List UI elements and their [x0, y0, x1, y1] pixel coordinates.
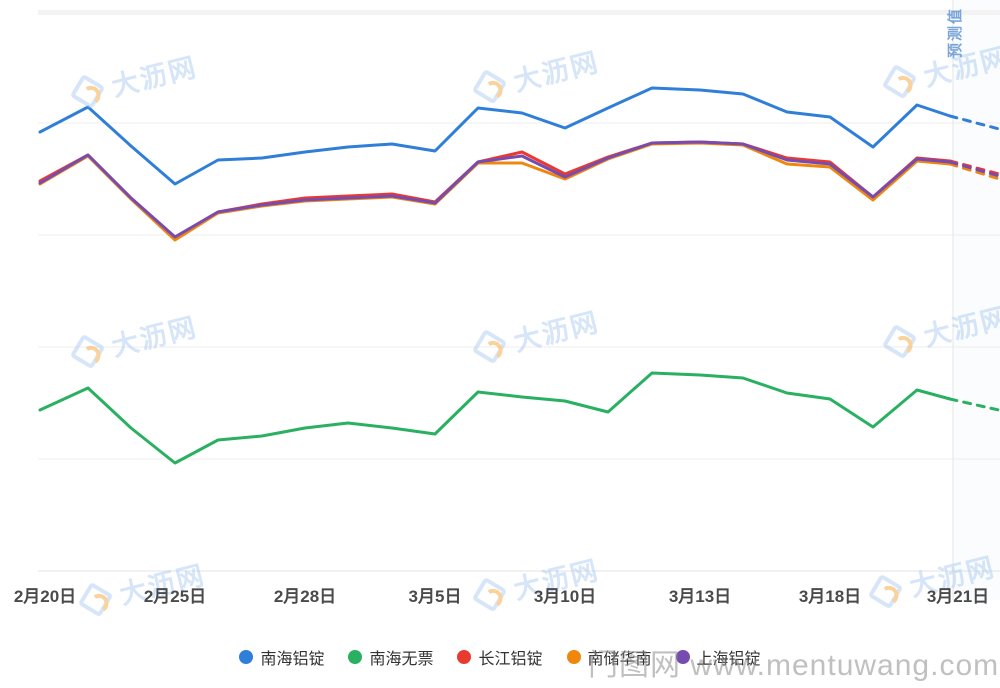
series-forecast-dash-0	[948, 114, 1000, 131]
x-axis-label: 2月20日	[13, 587, 77, 606]
gridline-band	[38, 10, 1000, 15]
legend-label: 上海铝锭	[696, 651, 761, 668]
series-forecast-dash-4	[948, 160, 1000, 178]
chart-canvas	[38, 0, 1000, 600]
legend-dot-icon	[566, 650, 581, 664]
chart-legend: 南海铝锭 南海无票 长江铝锭 南储华南 上海铝锭	[0, 645, 1000, 669]
series-forecast-dash-2	[948, 159, 1000, 176]
legend-item-nanhai-no-invoice[interactable]: 南海无票	[348, 645, 433, 669]
legend-dot-icon	[348, 650, 363, 664]
legend-dot-icon	[457, 650, 472, 664]
legend-item-changjiang-aluminum[interactable]: 长江铝锭	[457, 645, 543, 669]
x-axis-label: 2月25日	[143, 587, 207, 606]
legend-item-nanchu-huanan[interactable]: 南储华南	[566, 645, 652, 669]
x-axis-label: 3月21日	[926, 587, 990, 606]
mentuwang-watermark: 门图网 www.mentuwang.com	[588, 649, 1000, 682]
x-axis-label: 3月18日	[798, 587, 862, 606]
series-line-0	[38, 86, 952, 186]
prediction-label: 预测值	[947, 6, 964, 58]
series-line-2	[38, 140, 952, 239]
x-axis-label: 3月5日	[408, 587, 462, 606]
legend-item-nanhai-aluminum[interactable]: 南海铝锭	[239, 645, 324, 669]
series-forecast-dash-3	[948, 162, 1000, 181]
legend-dot-icon	[239, 650, 254, 664]
prediction-zone	[953, 0, 1000, 600]
legend-label: 南海无票	[369, 651, 434, 668]
legend-label: 长江铝锭	[478, 651, 543, 668]
x-axis-label: 3月13日	[668, 587, 732, 606]
legend-label: 南储华南	[587, 651, 652, 668]
legend-label: 南海铝锭	[260, 651, 325, 668]
series-line-4	[38, 140, 952, 239]
series-line-3	[38, 141, 952, 242]
series-forecast-dash-1	[948, 397, 1000, 412]
x-axis-label: 2月28日	[273, 587, 337, 606]
series-line-1	[38, 371, 952, 465]
x-axis: 2月20日 2月25日 2月28日 3月5日 3月10日 3月13日 3月18日 3月21日	[0, 582, 1000, 606]
legend-dot-icon	[675, 650, 690, 664]
legend-item-shanghai-aluminum[interactable]: 上海铝锭	[675, 645, 761, 669]
x-axis-label: 3月10日	[533, 587, 597, 606]
